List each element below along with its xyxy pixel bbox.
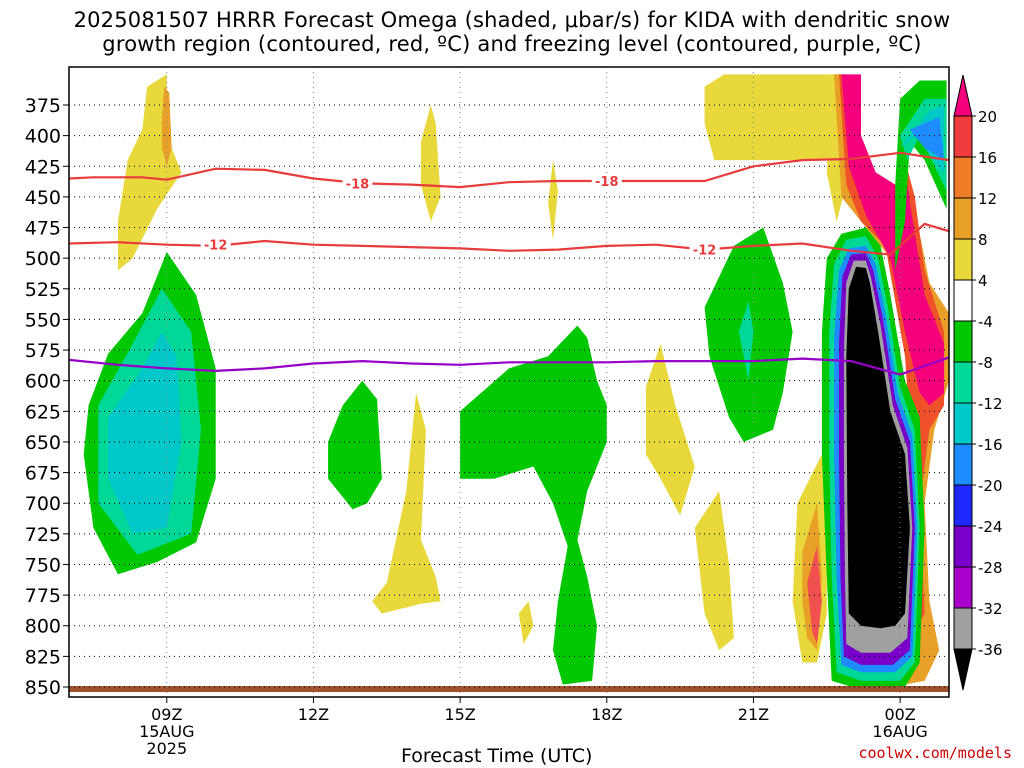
omega-region (645, 343, 695, 516)
colorbar-bottom-arrow (953, 648, 973, 691)
colorbar-label: -32 (978, 600, 1003, 618)
omega-region (372, 392, 441, 614)
omega-region (694, 491, 734, 651)
y-tick-label: 375 (25, 95, 61, 117)
colorbar-swatch (953, 566, 973, 609)
colorbar-label: -20 (978, 477, 1003, 495)
omega-region (909, 117, 945, 161)
colorbar-swatch (953, 115, 973, 158)
x-tick-label: 18Z (591, 705, 622, 724)
colorbar-label: 8 (978, 231, 988, 249)
omega-region (328, 380, 382, 510)
colorbar-label: -36 (978, 641, 1003, 659)
colorbar-label: -28 (978, 559, 1003, 577)
y-tick-label: 475 (25, 218, 61, 240)
contour-label: -18 (595, 175, 619, 190)
x-tick-label: 21Z (738, 705, 769, 724)
plot-border (68, 66, 950, 698)
omega-region (161, 86, 172, 167)
y-tick-label: 850 (25, 677, 61, 699)
y-tick-label: 550 (25, 309, 61, 331)
x-axis-title: Forecast Time (UTC) (401, 745, 593, 767)
y-tick-label: 650 (25, 432, 61, 454)
omega-region (846, 266, 910, 629)
colorbar-swatch (953, 484, 973, 527)
colorbar-swatch (953, 320, 973, 363)
y-tick-label: 500 (25, 248, 61, 270)
y-tick-label: 450 (25, 187, 61, 209)
y-tick-label: 750 (25, 554, 61, 576)
x-tick-label: 15AUG (139, 722, 194, 741)
colorbar-label: -12 (978, 395, 1003, 413)
y-tick-label: 725 (25, 524, 61, 546)
plot-gridlines (69, 67, 949, 697)
contour-label-bg (689, 241, 720, 258)
contour-line (68, 151, 950, 189)
contour-label: -12 (693, 244, 717, 259)
chart-title-line1: 2025081507 HRRR Forecast Omega (shaded, … (73, 8, 951, 32)
y-tick-label: 425 (25, 156, 61, 178)
y-tick-label: 525 (25, 279, 61, 301)
colorbar-label: 12 (978, 190, 997, 208)
colorbar-label: 4 (978, 272, 988, 290)
y-tick-label: 825 (25, 646, 61, 668)
colorbar-swatch (953, 238, 973, 281)
y-tick-label: 400 (25, 126, 61, 148)
temperature-contours: -18 -18 -12 -12 (68, 151, 950, 376)
omega-region (421, 105, 441, 222)
x-tick-label: 15Z (444, 705, 475, 724)
chart-title-line2: growth region (contoured, red, ºC) and f… (102, 32, 922, 56)
y-tick-label: 575 (25, 340, 61, 362)
x-tick-label: 16AUG (872, 722, 927, 741)
x-tick-label: 12Z (298, 705, 329, 724)
y-tick-label: 700 (25, 493, 61, 515)
omega-shaded-regions (83, 74, 949, 690)
source-credit: coolwx.com/models (858, 744, 1012, 762)
omega-region (460, 325, 607, 685)
contour-label: -18 (346, 177, 370, 192)
y-tick-label: 775 (25, 585, 61, 607)
colorbar-label: -8 (978, 354, 993, 372)
colorbar-swatch (953, 156, 973, 199)
x-tick-label: 2025 (146, 739, 187, 758)
colorbar-label: 20 (978, 108, 997, 126)
colorbar-swatch (953, 361, 973, 404)
colorbar-label: -4 (978, 313, 993, 331)
colorbar-swatch (953, 402, 973, 445)
x-tick-label: 09Z (151, 705, 182, 724)
contour-label-bg (200, 236, 231, 253)
omega-colorbar: 20 16 12 8 4 -4 -8 -12 -16 -20 -24 -28 -32 -36 (953, 74, 1003, 691)
x-tick-label: 00Z (884, 705, 915, 724)
y-axis-pressure: 375 400 425 450 475 500 525 550 575 600 625 650 675 7… (25, 95, 69, 699)
colorbar-label: -16 (978, 436, 1003, 454)
contour-label: -12 (204, 239, 228, 254)
contour-label-bg (342, 175, 373, 192)
terrain-band (69, 686, 949, 692)
contour-line (68, 356, 950, 376)
terrain-strip (69, 686, 949, 692)
omega-region (518, 601, 534, 645)
colorbar-swatch (953, 607, 973, 650)
omega-region (704, 74, 832, 161)
y-tick-label: 800 (25, 616, 61, 638)
y-tick-label: 675 (25, 463, 61, 485)
colorbar-swatch (953, 279, 973, 322)
colorbar-label: 16 (978, 149, 997, 167)
colorbar-top-arrow (953, 74, 973, 117)
contour-label-bg (591, 172, 622, 189)
colorbar-swatch (953, 525, 973, 568)
y-tick-label: 625 (25, 401, 61, 423)
omega-region (108, 331, 182, 534)
colorbar-swatch (953, 443, 973, 486)
colorbar-swatch (953, 197, 973, 240)
colorbar-label: -24 (978, 518, 1003, 536)
y-tick-label: 600 (25, 371, 61, 393)
plot-frame (68, 66, 950, 698)
